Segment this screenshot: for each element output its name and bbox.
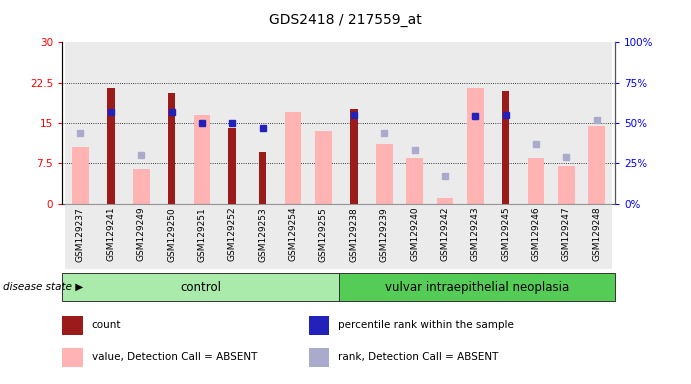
Text: rank, Detection Call = ABSENT: rank, Detection Call = ABSENT [338,352,499,362]
Bar [62,316,83,335]
Bar [217,42,247,204]
Bar [491,42,521,204]
Bar [582,42,612,204]
Bar [430,204,460,269]
Bar [339,42,369,204]
Bar [502,91,509,204]
Text: GSM129240: GSM129240 [410,207,419,262]
Bar [309,316,330,335]
Bar [376,144,392,204]
Bar [95,204,126,269]
Bar [308,204,339,269]
Bar [406,158,423,204]
Bar [217,204,247,269]
Bar [247,42,278,204]
Bar [551,204,582,269]
Text: value, Detection Call = ABSENT: value, Detection Call = ABSENT [91,352,257,362]
Text: GSM129255: GSM129255 [319,207,328,262]
Bar [156,204,187,269]
Bar [460,42,491,204]
Bar [62,348,83,367]
Text: disease state ▶: disease state ▶ [3,282,84,292]
Bar [369,42,399,204]
Text: GSM129254: GSM129254 [289,207,298,262]
Bar [278,42,308,204]
Bar [187,204,217,269]
Bar [315,131,332,204]
Bar [521,42,551,204]
Text: GSM129241: GSM129241 [106,207,115,262]
Bar [521,204,551,269]
Bar [589,126,605,204]
Text: GSM129242: GSM129242 [440,207,449,261]
Text: GSM129249: GSM129249 [137,207,146,262]
Text: GSM129237: GSM129237 [76,207,85,262]
Text: control: control [180,281,221,293]
Bar [430,42,460,204]
Bar [339,204,369,269]
Bar [65,204,95,269]
Bar [95,42,126,204]
Bar [126,42,156,204]
Bar [528,158,545,204]
Text: GSM129253: GSM129253 [258,207,267,262]
Bar [339,273,615,301]
Bar [551,42,582,204]
Bar [309,348,330,367]
Bar [582,204,612,269]
Text: GDS2418 / 217559_at: GDS2418 / 217559_at [269,13,422,27]
Text: GSM129245: GSM129245 [501,207,510,262]
Bar [437,198,453,204]
Bar [72,147,88,204]
Text: GSM129246: GSM129246 [531,207,540,262]
Bar [168,93,176,204]
Bar [156,42,187,204]
Text: GSM129250: GSM129250 [167,207,176,262]
Bar [460,204,491,269]
Bar [369,204,399,269]
Bar [62,273,339,301]
Bar [285,112,301,204]
Text: GSM129248: GSM129248 [592,207,601,262]
Bar [229,128,236,204]
Bar [491,204,521,269]
Bar [107,88,115,204]
Text: GSM129243: GSM129243 [471,207,480,262]
Bar [187,42,217,204]
Bar [558,166,575,204]
Bar [247,204,278,269]
Bar [399,204,430,269]
Text: percentile rank within the sample: percentile rank within the sample [338,320,514,330]
Bar [350,109,357,204]
Bar [65,42,95,204]
Text: count: count [91,320,121,330]
Bar [126,204,156,269]
Bar [399,42,430,204]
Bar [278,204,308,269]
Text: GSM129239: GSM129239 [379,207,388,262]
Bar [193,115,210,204]
Text: GSM129238: GSM129238 [349,207,358,262]
Text: GSM129247: GSM129247 [562,207,571,262]
Bar [308,42,339,204]
Bar [133,169,149,204]
Bar [467,88,484,204]
Text: GSM129252: GSM129252 [228,207,237,262]
Text: vulvar intraepithelial neoplasia: vulvar intraepithelial neoplasia [385,281,569,293]
Bar [259,152,267,204]
Text: GSM129251: GSM129251 [198,207,207,262]
